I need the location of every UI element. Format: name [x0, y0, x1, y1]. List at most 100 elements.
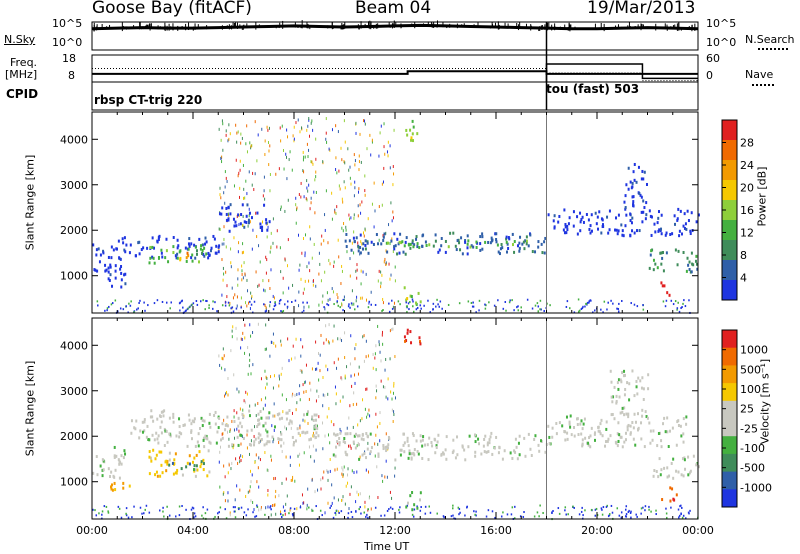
velocity-echo-cell — [281, 416, 284, 420]
velocity-echo-cell — [206, 474, 209, 478]
power-nearrange-mark — [137, 307, 139, 310]
velocity-echo-cell — [346, 432, 349, 436]
power-echo-cell — [534, 250, 537, 254]
power-echo-cell — [505, 235, 508, 239]
velocity-echo-cell — [224, 428, 227, 432]
power-echo-cell — [537, 245, 540, 249]
power-speck — [269, 304, 271, 308]
power-echo-cell — [691, 262, 694, 266]
power-nearrange-mark — [281, 310, 284, 313]
power-echo-cell — [497, 250, 500, 254]
velocity-echo-cell — [632, 426, 635, 430]
power-nearrange-mark — [505, 309, 507, 312]
power-speck — [293, 137, 295, 141]
power-speck — [284, 209, 286, 213]
power-speck — [385, 231, 387, 235]
velocity-nearrange-mark — [338, 511, 340, 514]
velocity-echo-cell — [605, 440, 608, 444]
power-speck — [225, 270, 227, 274]
velocity-nearrange-mark — [214, 515, 216, 518]
velocity-speck — [248, 364, 250, 368]
velocity-nearrange-mark — [252, 511, 254, 514]
velocity-speck — [341, 377, 343, 381]
power-nearrange-mark — [343, 298, 345, 301]
velocity-echo-cell — [488, 438, 491, 442]
power-nearrange-mark — [187, 307, 189, 310]
velocity-speck — [367, 354, 369, 358]
power-speck — [308, 148, 310, 152]
velocity-nearrange-mark — [358, 508, 360, 511]
velocity-echo-cell — [570, 433, 573, 437]
velocity-speck — [242, 455, 244, 459]
velocity-nearrange-mark — [218, 511, 220, 514]
velocity-speck — [364, 500, 366, 504]
velocity-speck — [219, 485, 221, 489]
velocity-echo-cell — [188, 454, 191, 458]
velocity-nearrange-mark — [125, 512, 127, 515]
velocity-echo-cell — [147, 437, 150, 441]
velocity-speck — [316, 367, 318, 371]
power-echo-cell — [519, 235, 522, 239]
power-echo-cell — [688, 268, 691, 272]
velocity-echo-cell — [101, 458, 104, 462]
power-echo-cell — [109, 273, 112, 277]
power-speck — [309, 269, 311, 273]
power-echo-cell — [676, 263, 679, 267]
power-echo-cell — [490, 239, 493, 243]
velocity-nearrange-mark — [681, 506, 683, 509]
power-nearrange-mark — [111, 302, 114, 305]
power-nearrange-mark — [618, 302, 620, 305]
velocity-speck — [290, 426, 292, 430]
velocity-nearrange-mark — [347, 512, 350, 515]
power-echo-cell — [247, 218, 250, 222]
power-speck — [224, 201, 226, 205]
velocity-speck — [272, 332, 274, 336]
velocity-nearrange-mark — [351, 516, 354, 519]
power-speck — [309, 225, 311, 229]
power-echo-cell — [617, 229, 620, 233]
velocity-echo-cell — [599, 432, 602, 436]
power-nearrange-mark — [227, 301, 230, 304]
velocity-echo-cell — [419, 439, 422, 443]
power-speck — [360, 211, 362, 215]
power-speck — [238, 171, 240, 175]
velocity-echo-cell — [653, 469, 656, 473]
power-echo-cell — [403, 244, 406, 248]
velocity-echo-cell — [278, 412, 281, 416]
power-echo-cell — [190, 242, 193, 246]
power-echo-cell — [119, 257, 122, 261]
power-speck — [306, 186, 308, 190]
velocity-echo-cell — [629, 431, 632, 435]
velocity-nearrange-mark — [247, 508, 249, 511]
velocity-echo-cell — [193, 469, 196, 473]
power-speck — [320, 242, 322, 246]
power-nearrange-mark — [397, 300, 400, 303]
power-echo-cell — [261, 228, 264, 232]
power-nearrange-mark — [684, 305, 687, 308]
velocity-speck — [301, 493, 303, 497]
power-echo-cell — [405, 236, 408, 240]
power-echo-cell — [405, 128, 408, 132]
velocity-speck — [224, 475, 226, 479]
power-echo-cell — [149, 256, 152, 260]
power-echo-cell — [109, 265, 112, 269]
power-speck — [391, 219, 393, 223]
velocity-nearrange-mark — [424, 505, 427, 508]
velocity-nearrange-mark — [511, 506, 514, 509]
power-nearrange-mark — [497, 299, 499, 302]
velocity-speck — [222, 492, 224, 496]
velocity-speck — [238, 390, 240, 394]
velocity-echo-cell — [428, 436, 431, 440]
power-speck — [302, 169, 304, 173]
velocity-nearrange-mark — [319, 509, 322, 512]
velocity-echo-cell — [176, 468, 179, 472]
velocity-echo-cell — [366, 447, 369, 451]
velocity-echo-cell — [168, 458, 171, 462]
velocity-nearrange-mark — [636, 515, 638, 518]
power-echo-cell — [201, 243, 204, 247]
power-echo-cell — [350, 248, 353, 252]
velocity-echo-cell — [260, 416, 263, 420]
power-nearrange-mark — [674, 300, 677, 303]
velocity-speck — [233, 409, 235, 413]
velocity-speck — [231, 329, 233, 333]
